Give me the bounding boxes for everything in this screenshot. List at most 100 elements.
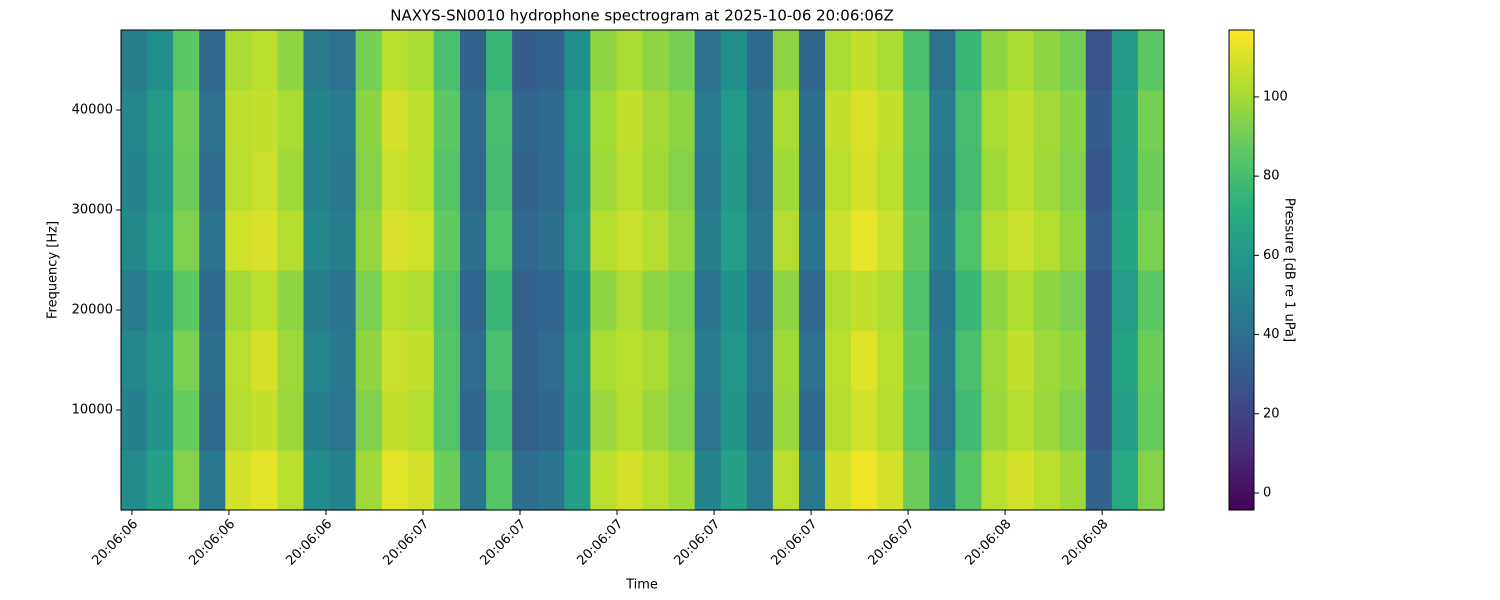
colorbar-tick-label: 20 — [1263, 406, 1280, 421]
heatmap-cell — [407, 330, 435, 391]
heatmap-cell — [825, 330, 852, 391]
colorbar-tick-label: 60 — [1263, 248, 1280, 263]
heatmap-cell — [538, 210, 565, 271]
heatmap-cell — [1111, 390, 1139, 451]
heatmap-cell — [798, 210, 826, 271]
heatmap-cell — [955, 270, 983, 331]
heatmap-cell — [694, 330, 722, 391]
heatmap-cell — [746, 90, 774, 151]
heatmap-cell — [277, 210, 305, 271]
heatmap-cell — [538, 390, 565, 451]
heatmap-cell — [1007, 450, 1035, 511]
heatmap-cell — [199, 90, 226, 151]
heatmap-cell — [329, 330, 357, 391]
heatmap-cell — [981, 30, 1009, 91]
heatmap-cell — [1111, 210, 1139, 271]
heatmap-cell — [1085, 90, 1113, 151]
heatmap-cell — [1137, 90, 1165, 151]
heatmap-cell — [851, 450, 878, 511]
heatmap-cell — [147, 270, 174, 331]
heatmap-cell — [147, 30, 174, 91]
heatmap-cell — [616, 450, 644, 511]
heatmap-cell — [199, 210, 226, 271]
heatmap-cell — [173, 90, 200, 151]
heatmap-cell — [303, 150, 331, 211]
heatmap-cell — [199, 450, 226, 511]
heatmap-cell — [173, 270, 200, 331]
heatmap-cell — [1085, 330, 1113, 391]
heatmap-cell — [825, 150, 852, 211]
heatmap-cell — [512, 210, 539, 271]
heatmap-cell — [642, 150, 670, 211]
heatmap-cell — [903, 150, 930, 211]
heatmap-cell — [564, 210, 591, 271]
heatmap-cell — [1059, 450, 1087, 511]
colorbar-label: Pressure [dB re 1 uPa] — [1282, 198, 1297, 342]
heatmap-cell — [981, 390, 1009, 451]
heatmap-cell — [590, 150, 618, 211]
x-tick-label: 20:06:06 — [283, 517, 335, 569]
heatmap-cell — [173, 450, 200, 511]
heatmap-cell — [851, 90, 878, 151]
colorbar-tick-label: 40 — [1263, 327, 1280, 342]
heatmap-cell — [1059, 270, 1087, 331]
heatmap-cell — [381, 210, 409, 271]
heatmap-cell — [121, 390, 148, 451]
heatmap-cell — [903, 330, 930, 391]
heatmap-cell — [251, 210, 279, 271]
heatmap-cell — [355, 450, 383, 511]
heatmap-cell — [303, 270, 331, 331]
heatmap-cell — [486, 210, 513, 271]
heatmap-cell — [538, 330, 565, 391]
heatmap-cell — [955, 450, 983, 511]
heatmap-cell — [564, 30, 591, 91]
x-tick-label: 20:06:07 — [574, 517, 626, 569]
heatmap-cell — [486, 90, 513, 151]
heatmap-cell — [903, 90, 930, 151]
heatmap-cell — [746, 270, 774, 331]
heatmap-cell — [746, 330, 774, 391]
colorbar-frame — [1228, 29, 1255, 511]
heatmap-cell — [668, 30, 696, 91]
heatmap-cell — [277, 30, 305, 91]
heatmap-cell — [538, 30, 565, 91]
heatmap-cell — [433, 390, 461, 451]
heatmap-cell — [981, 150, 1009, 211]
heatmap-cell — [225, 270, 252, 331]
heatmap-cell — [590, 270, 618, 331]
heatmap-cell — [616, 390, 644, 451]
heatmap-cell — [407, 390, 435, 451]
heatmap-cell — [381, 150, 409, 211]
heatmap-cell — [564, 150, 591, 211]
colorbar-tick-label: 100 — [1263, 89, 1288, 104]
heatmap-cell — [955, 390, 983, 451]
heatmap-cell — [147, 450, 174, 511]
heatmap-cell — [251, 270, 279, 331]
heatmap-cell — [173, 150, 200, 211]
heatmap-cell — [225, 150, 252, 211]
heatmap-cell — [538, 270, 565, 331]
heatmap-cell — [1033, 30, 1061, 91]
heatmap-cell — [329, 390, 357, 451]
heatmap-cell — [459, 330, 487, 391]
y-tick-label: 30000 — [72, 203, 113, 218]
heatmap-cell — [512, 30, 539, 91]
heatmap-cell — [433, 150, 461, 211]
x-tick-label: 20:06:07 — [477, 517, 529, 569]
heatmap-cell — [512, 450, 539, 511]
heatmap-cell — [877, 450, 904, 511]
heatmap-cell — [668, 150, 696, 211]
heatmap-cell — [1111, 150, 1139, 211]
heatmap-cell — [147, 390, 174, 451]
heatmap-cell — [1111, 90, 1139, 151]
heatmap-cell — [121, 450, 148, 511]
heatmap-cell — [590, 90, 618, 151]
heatmap-cell — [1085, 210, 1113, 271]
heatmap-cell — [355, 210, 383, 271]
heatmap-cell — [825, 270, 852, 331]
heatmap-cell — [903, 390, 930, 451]
heatmap-cell — [981, 450, 1009, 511]
heatmap-cell — [903, 450, 930, 511]
heatmap-cell — [955, 150, 983, 211]
heatmap-cell — [486, 390, 513, 451]
